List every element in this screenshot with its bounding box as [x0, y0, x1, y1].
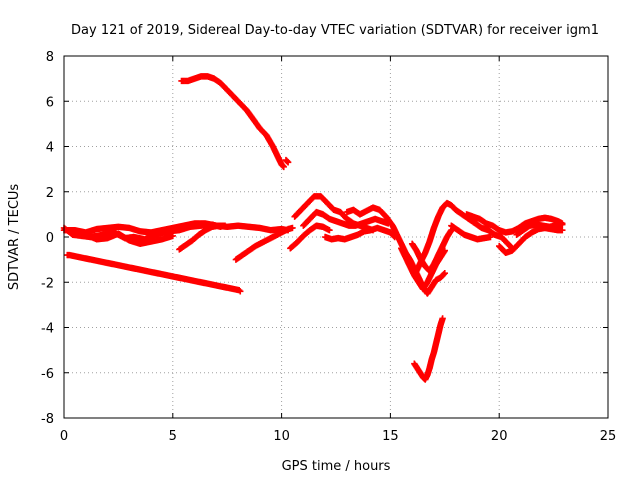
chart-title: Day 121 of 2019, Sidereal Day-to-day VTE… — [71, 23, 599, 38]
x-tick-label: 5 — [169, 429, 177, 444]
data-point — [284, 159, 292, 166]
y-tick-label: 0 — [46, 231, 54, 246]
x-tick-label: 20 — [491, 429, 508, 444]
y-tick-label: -2 — [41, 276, 54, 291]
series-isolated — [64, 251, 244, 295]
y-tick-label: 6 — [46, 95, 54, 110]
y-tick-label: -4 — [41, 322, 54, 337]
data-point — [289, 224, 296, 232]
data-point — [235, 286, 243, 294]
series-track-k — [321, 224, 398, 243]
series-track-c — [82, 230, 176, 247]
data-point — [326, 227, 333, 234]
plot-frame — [63, 55, 609, 419]
series-track-p — [448, 222, 494, 243]
y-axis-label: SDTVAR / TECUs — [7, 184, 22, 291]
series-track-e — [178, 73, 287, 171]
series-track-b — [60, 221, 224, 243]
series-track-t — [411, 315, 446, 383]
data-point — [440, 270, 448, 278]
y-tick-label: 4 — [46, 141, 54, 156]
data-points — [60, 73, 566, 383]
x-tick-label: 0 — [60, 429, 68, 444]
series-track-s — [513, 221, 566, 238]
data-point — [441, 270, 448, 277]
series-track-h — [287, 222, 333, 252]
data-point — [559, 227, 566, 234]
data-point — [221, 222, 229, 229]
data-point — [280, 163, 287, 171]
data-point — [169, 232, 176, 240]
x-tick-label: 15 — [382, 429, 399, 444]
series-track-g — [232, 224, 296, 263]
x-tick-label: 25 — [600, 429, 617, 444]
y-tick-label: -8 — [41, 412, 54, 427]
y-tick-label: 2 — [46, 186, 54, 201]
series-track-o — [413, 199, 516, 275]
x-tick-label: 10 — [273, 429, 290, 444]
x-axis-ticks: 0 5 10 15 20 25 — [60, 56, 616, 444]
series-track-q — [463, 211, 566, 236]
series-track-j — [300, 208, 392, 229]
series-track-f — [282, 156, 292, 166]
y-tick-label: 8 — [46, 50, 54, 65]
y-tick-label: -6 — [41, 367, 54, 382]
data-point — [559, 221, 566, 228]
data-point — [487, 233, 494, 241]
series-track-d — [176, 222, 229, 253]
series-track-l — [343, 204, 448, 297]
x-axis-label: GPS time / hours — [282, 459, 391, 474]
y-axis-ticks: -8 -6 -4 -2 0 2 4 6 8 — [41, 50, 608, 427]
data-point — [237, 288, 244, 295]
data-point — [439, 315, 446, 322]
